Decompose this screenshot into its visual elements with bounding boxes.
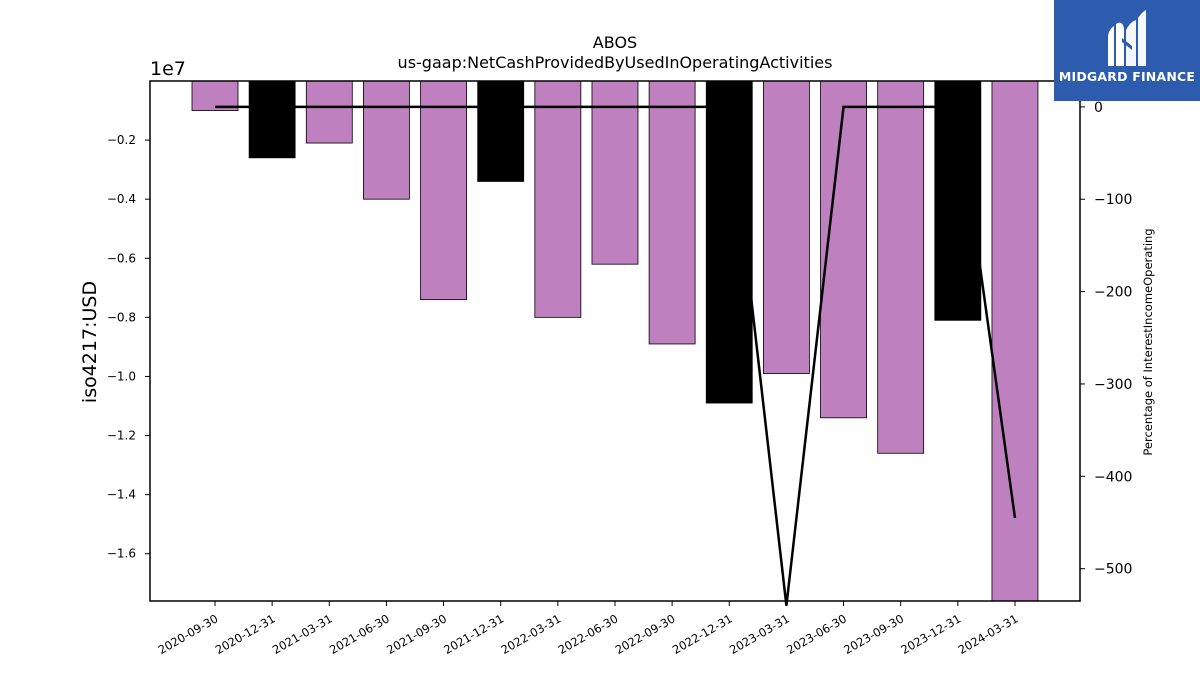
y-tick-label: −0.2: [107, 133, 136, 147]
x-axis-ticks: 2020-09-302020-12-312021-03-312021-06-30…: [156, 601, 1021, 657]
x-tick-label: 2021-09-30: [384, 611, 449, 657]
bar-2024-03-31: [991, 80, 1039, 602]
logo-mark-icon: [1108, 10, 1146, 66]
brand-logo: MIDGARD FINANCE: [1054, 0, 1200, 101]
x-tick-label: 2021-06-30: [327, 611, 392, 657]
bar-group: [191, 80, 1039, 602]
x-tick-label: 2021-12-31: [441, 611, 506, 657]
y-tick-label: −0.4: [107, 192, 136, 206]
y2-tick-label: −100: [1094, 192, 1132, 208]
x-tick-label: 2023-09-30: [841, 611, 906, 657]
y-tick-label: −0.6: [107, 251, 136, 265]
bar-2022-09-30: [648, 80, 696, 345]
y-tick-label: −1.6: [107, 547, 136, 561]
x-tick-label: 2022-03-31: [498, 611, 563, 657]
logo-text: MIDGARD FINANCE: [1058, 69, 1196, 84]
chart-subtitle: us-gaap:NetCashProvidedByUsedInOperating…: [398, 53, 833, 72]
y2-tick-label: −400: [1094, 469, 1132, 485]
bar-2023-03-31: [763, 80, 810, 374]
y2-tick-label: 0: [1094, 100, 1103, 116]
x-tick-label: 2020-09-30: [156, 611, 221, 657]
bar-2020-12-31: [248, 80, 296, 159]
x-tick-label: 2023-06-30: [784, 611, 849, 657]
x-tick-label: 2022-06-30: [556, 611, 621, 657]
bar-2022-06-30: [591, 80, 639, 265]
y-axis-offset-label: 1e7: [150, 58, 186, 80]
bar-2021-03-31: [305, 80, 353, 144]
bar-2023-09-30: [877, 80, 925, 454]
bar-2021-06-30: [363, 80, 410, 200]
x-tick-label: 2021-03-31: [270, 611, 335, 657]
x-tick-label: 2023-03-31: [727, 611, 792, 657]
bar-2021-09-30: [420, 80, 467, 301]
bar-2022-03-31: [534, 80, 582, 318]
x-tick-label: 2022-09-30: [613, 611, 678, 657]
x-tick-label: 2020-12-31: [213, 611, 278, 657]
y-axis-label: iso4217:USD: [79, 281, 101, 403]
y-tick-label: −0.8: [107, 310, 136, 324]
y-tick-label: −1.4: [107, 488, 136, 502]
y-axis-ticks: −1.6 −1.4 −1.2 −1.0 −0.8 −0.6 −0.4 −0.2: [107, 133, 150, 561]
x-tick-label: 2023-12-31: [898, 611, 963, 657]
bar-2021-12-31: [477, 80, 525, 182]
y2-tick-label: −200: [1094, 285, 1132, 301]
y2-tick-label: −500: [1094, 562, 1132, 578]
y2-axis-label: Percentage of InterestIncomeOperating: [1141, 228, 1155, 455]
chart-title: ABOS: [593, 33, 637, 52]
y2-tick-label: −300: [1094, 377, 1132, 393]
bar-2023-12-31: [934, 80, 982, 321]
y-tick-label: −1.2: [107, 429, 136, 443]
y2-axis-ticks: 0 −100 −200 −300 −400 −500: [1080, 100, 1132, 578]
x-tick-label: 2024-03-31: [956, 611, 1021, 657]
x-tick-label: 2022-12-31: [670, 611, 735, 657]
line-series-group: [214, 105, 1017, 606]
y-tick-label: −1.0: [107, 369, 136, 383]
